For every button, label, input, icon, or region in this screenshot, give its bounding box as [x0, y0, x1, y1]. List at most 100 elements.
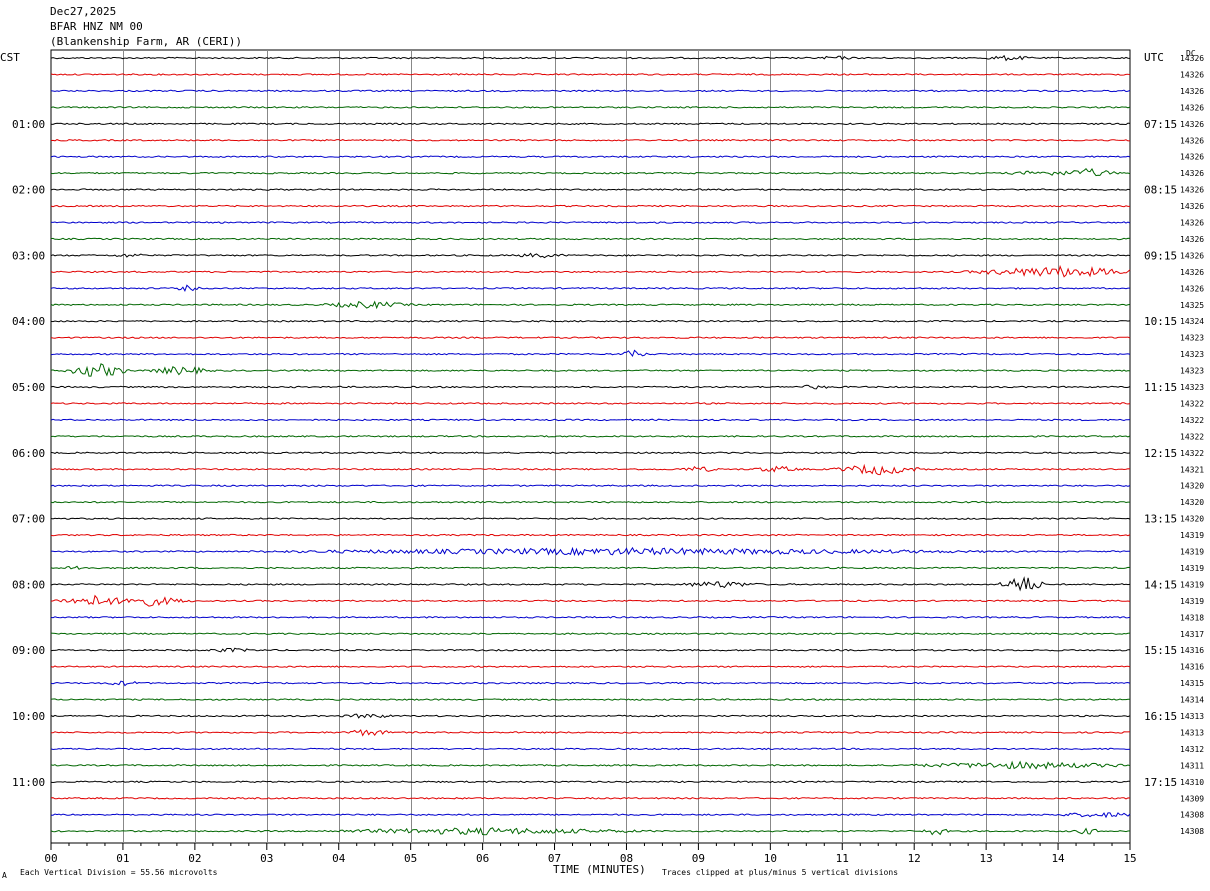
dc-header-label: DC — [1186, 49, 1196, 58]
seismic-trace — [50, 760, 1131, 770]
x-tick-label: 08 — [620, 852, 633, 865]
seismic-trace — [50, 73, 1131, 76]
x-tick-label: 12 — [908, 852, 921, 865]
dc-value: 14322 — [1180, 432, 1204, 441]
dc-value: 14315 — [1180, 679, 1204, 688]
seismic-trace — [50, 139, 1131, 142]
x-tick-label: 00 — [44, 852, 57, 865]
dc-value: 14312 — [1180, 745, 1204, 754]
seismic-trace — [50, 264, 1131, 278]
dc-value: 14326 — [1180, 169, 1204, 178]
seismic-trace — [50, 517, 1131, 520]
x-tick-label: 01 — [116, 852, 129, 865]
seismic-trace — [50, 122, 1131, 126]
seismic-trace — [50, 155, 1131, 158]
dc-value: 14326 — [1180, 219, 1204, 228]
seismic-trace — [50, 237, 1131, 241]
dc-value: 14326 — [1180, 235, 1204, 244]
seismic-trace — [50, 665, 1131, 668]
dc-value: 14319 — [1180, 597, 1204, 606]
right-time-label: 07:15 — [1144, 118, 1177, 131]
x-tick-label: 07 — [548, 852, 561, 865]
footer-scale-note: Each Vertical Division = 55.56 microvolt… — [20, 868, 218, 877]
seismic-trace — [50, 89, 1131, 93]
dc-value: 14326 — [1180, 268, 1204, 277]
dc-value: 14313 — [1180, 712, 1204, 721]
dc-value: 14326 — [1180, 202, 1204, 211]
left-time-label: 07:00 — [12, 513, 45, 526]
left-time-label: 01:00 — [12, 118, 45, 131]
seismic-trace — [50, 106, 1131, 109]
right-time-label: 13:15 — [1144, 513, 1177, 526]
right-time-label: 14:15 — [1144, 578, 1177, 591]
dc-value: 14326 — [1180, 54, 1204, 63]
seismic-trace — [50, 204, 1130, 208]
left-timezone-label: CST — [0, 51, 20, 64]
seismic-trace — [50, 363, 1131, 377]
plot-grid — [50, 49, 1131, 844]
dc-value: 14326 — [1180, 153, 1204, 162]
seismic-trace — [50, 451, 1131, 455]
seismic-trace — [50, 188, 1131, 191]
trace-group — [50, 54, 1131, 836]
seismic-trace — [50, 484, 1131, 487]
dc-value: 14324 — [1180, 317, 1204, 326]
x-tick-label: 03 — [260, 852, 273, 865]
seismic-trace — [50, 698, 1130, 701]
header-date: Dec27,2025 — [50, 5, 116, 18]
x-tick-label: 14 — [1051, 852, 1065, 865]
x-tick-label: 15 — [1123, 852, 1136, 865]
header-station: BFAR HNZ NM 00 — [50, 20, 143, 33]
dc-value: 14326 — [1180, 120, 1204, 129]
left-time-label: 05:00 — [12, 381, 45, 394]
dc-value: 14322 — [1180, 416, 1204, 425]
dc-value: 14326 — [1180, 103, 1204, 112]
dc-value: 14316 — [1180, 646, 1204, 655]
dc-value: 14323 — [1180, 367, 1204, 376]
right-time-label: 17:15 — [1144, 776, 1177, 789]
footer-clip-note: Traces clipped at plus/minus 5 vertical … — [662, 868, 898, 877]
x-tick-label: 05 — [404, 852, 417, 865]
dc-value: 14323 — [1180, 383, 1204, 392]
seismic-trace — [50, 500, 1130, 504]
x-tick-label: 09 — [692, 852, 705, 865]
seismic-trace — [50, 402, 1131, 405]
header-location: (Blankenship Farm, AR (CERI)) — [50, 35, 242, 48]
left-time-label: 03:00 — [12, 249, 45, 262]
left-time-label: 08:00 — [12, 578, 45, 591]
x-tick-label: 13 — [980, 852, 993, 865]
left-time-label: 02:00 — [12, 184, 45, 197]
right-time-label: 12:15 — [1144, 447, 1177, 460]
seismic-trace — [50, 713, 1131, 719]
x-tick-label: 04 — [332, 852, 346, 865]
seismic-trace — [50, 252, 1131, 259]
x-tick-label: 02 — [188, 852, 201, 865]
dc-value: 14325 — [1180, 301, 1204, 310]
dc-value: 14326 — [1180, 284, 1204, 293]
seismic-trace — [50, 729, 1131, 737]
dc-value: 14326 — [1180, 136, 1204, 145]
seismic-trace — [50, 812, 1131, 819]
seismic-trace — [50, 594, 1131, 607]
dc-value: 14317 — [1180, 630, 1204, 639]
right-time-labels: 07:15 08:15 09:15 10:15 11:15 12:15 13:15 14:15… — [1144, 118, 1177, 789]
dc-value-column: 14326 14326 14326 14326 14326 14326 14326 14326… — [1180, 54, 1204, 836]
dc-value: 14313 — [1180, 728, 1204, 737]
left-time-label: 10:00 — [12, 710, 45, 723]
right-time-label: 09:15 — [1144, 249, 1177, 262]
dc-value: 14326 — [1180, 70, 1204, 79]
left-time-labels: 01:00 02:00 03:00 04:00 05:00 06:00 07:00 08:00… — [12, 118, 45, 789]
dc-value: 14319 — [1180, 564, 1204, 573]
dc-value: 14316 — [1180, 663, 1204, 672]
dc-value: 14319 — [1180, 580, 1204, 589]
seismic-trace — [50, 336, 1131, 339]
left-time-label: 09:00 — [12, 644, 45, 657]
seismic-trace — [50, 576, 1131, 592]
seismic-trace — [50, 565, 1131, 570]
right-time-label: 10:15 — [1144, 315, 1177, 328]
dc-value: 14311 — [1180, 761, 1204, 770]
dc-value: 14321 — [1180, 465, 1204, 474]
right-timezone-label: UTC — [1144, 51, 1164, 64]
seismic-trace — [50, 463, 1131, 476]
